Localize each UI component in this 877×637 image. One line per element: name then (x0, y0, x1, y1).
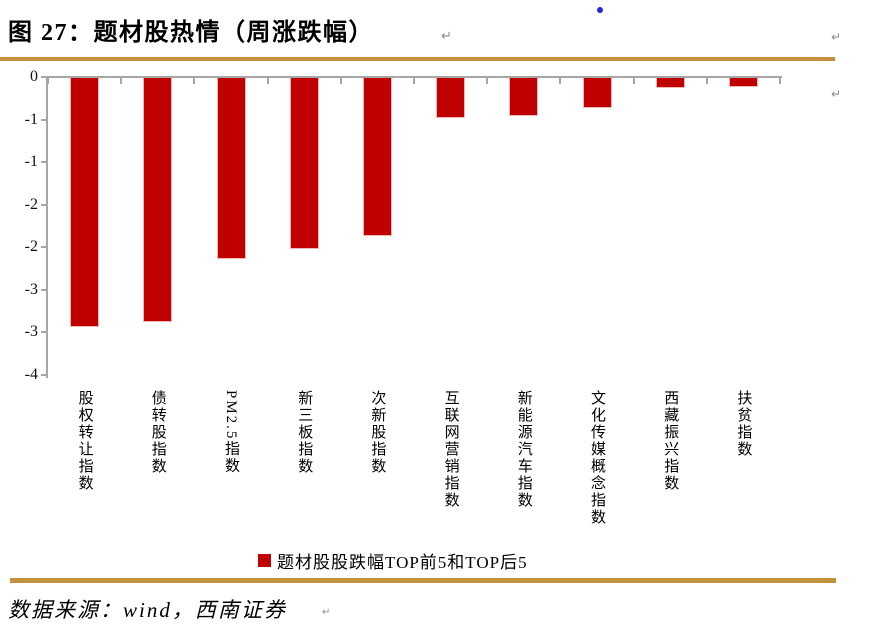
blue-bullet-dot-icon (597, 7, 603, 13)
y-tick-label: 0 (30, 68, 38, 85)
data-source-note: 数据来源：wind，西南证券 (8, 594, 287, 624)
paragraph-mark-icon: ↵ (831, 87, 842, 101)
legend-label: 题材股股跌幅TOP前5和TOP后5 (277, 553, 528, 572)
data-source-text: 数据来源：wind，西南证券 (8, 598, 287, 622)
y-axis-line (46, 76, 48, 378)
x-tick (193, 78, 196, 84)
bar (216, 78, 246, 259)
x-tick (120, 78, 123, 84)
bar (143, 78, 173, 322)
y-tick (41, 374, 47, 376)
x-axis-label: 债转股指数 (149, 390, 166, 475)
x-axis-label: 次新股指数 (369, 390, 386, 475)
y-tick-label: -3 (24, 323, 38, 341)
bar (655, 78, 685, 89)
bar (362, 78, 392, 236)
bar (436, 78, 466, 119)
y-tick (41, 331, 47, 334)
x-axis-label: 新能源汽车指数 (515, 390, 532, 509)
x-axis-label: 股权转让指数 (76, 390, 93, 492)
x-tick (779, 78, 781, 84)
x-tick (486, 78, 489, 84)
figure-title: 图 27：题材股热情（周涨跌幅） (8, 20, 374, 46)
bar (70, 78, 100, 328)
x-axis-label: 互联网营销指数 (442, 390, 459, 509)
legend-marker-icon (258, 554, 271, 567)
gold-divider-top (0, 57, 835, 61)
x-axis-label: 扶贫指数 (735, 390, 752, 458)
y-tick (41, 288, 47, 291)
x-tick (339, 78, 342, 84)
x-axis-line (48, 76, 782, 78)
bar (728, 78, 758, 88)
x-axis-label: PM2.5指数 (223, 390, 239, 475)
y-tick-label: -2 (24, 195, 38, 213)
bar (289, 78, 319, 250)
y-tick-label: -2 (24, 238, 38, 256)
bar-chart: 0 -1 -1 -2 -2 -3 -3 -4 股权转让指数 债转股指数 PM2.5指数 新三板指数 次… (0, 64, 877, 574)
y-tick-label: -1 (24, 153, 38, 171)
x-axis-label: 文化传媒概念指数 (589, 390, 605, 526)
y-tick-label: -4 (24, 366, 38, 383)
y-tick (41, 203, 47, 206)
x-tick (413, 78, 415, 84)
x-tick (632, 78, 635, 84)
x-axis-label: 西藏振兴指数 (662, 390, 679, 492)
x-axis-label: 新三板指数 (296, 390, 313, 475)
y-tick (41, 118, 47, 121)
bar (582, 78, 612, 108)
y-tick-label: -3 (24, 280, 38, 298)
gold-divider-bottom (10, 578, 836, 583)
y-tick-label: -1 (24, 110, 38, 128)
y-tick (41, 161, 47, 164)
y-tick (41, 76, 47, 78)
bar (509, 78, 539, 117)
x-tick (47, 78, 49, 84)
chart-legend: 题材股股跌幅TOP前5和TOP后5 (258, 548, 528, 573)
paragraph-mark-icon: ↵ (441, 29, 452, 44)
x-tick (705, 78, 708, 84)
x-tick (266, 78, 269, 84)
y-tick (41, 246, 47, 249)
x-tick (559, 78, 562, 84)
paragraph-mark-icon: ↵ (831, 30, 842, 44)
paragraph-mark-icon: ↵ (322, 607, 331, 618)
